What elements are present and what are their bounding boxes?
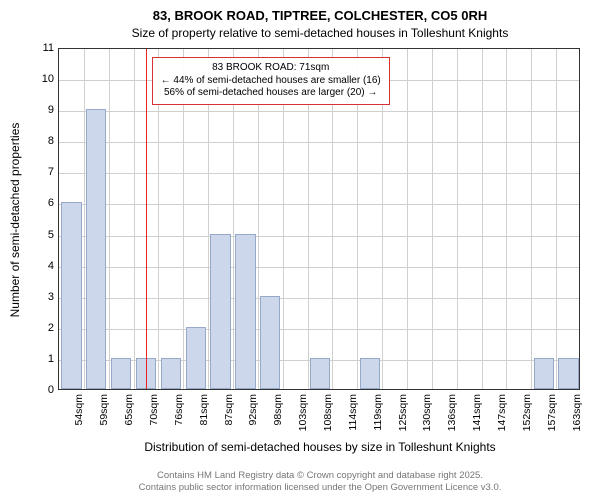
grid-v	[432, 49, 433, 389]
bar	[111, 358, 131, 389]
bar	[260, 296, 280, 389]
x-tick-label: 130sqm	[421, 394, 433, 431]
x-tick-label: 157sqm	[546, 394, 558, 431]
grid-h	[59, 204, 579, 205]
x-tick-label: 136sqm	[446, 394, 458, 431]
y-tick-label: 8	[24, 135, 54, 147]
y-tick-label: 10	[24, 73, 54, 85]
y-tick-label: 3	[24, 291, 54, 303]
y-tick-label: 4	[24, 260, 54, 272]
x-tick-label: 81sqm	[198, 394, 210, 426]
x-tick-label: 125sqm	[397, 394, 409, 431]
y-tick-label: 2	[24, 322, 54, 334]
x-tick-label: 87sqm	[223, 394, 235, 426]
grid-v	[506, 49, 507, 389]
grid-v	[457, 49, 458, 389]
x-tick-label: 98sqm	[272, 394, 284, 426]
attribution-text: Contains HM Land Registry data © Crown c…	[50, 470, 590, 494]
x-tick-label: 152sqm	[521, 394, 533, 431]
grid-h	[59, 298, 579, 299]
bar	[161, 358, 181, 389]
y-tick-label: 5	[24, 229, 54, 241]
bar	[360, 358, 380, 389]
x-tick-label: 114sqm	[347, 394, 359, 431]
annotation-line: ← 44% of semi-detached houses are smalle…	[161, 75, 381, 88]
grid-v	[482, 49, 483, 389]
grid-h	[59, 173, 579, 174]
bar	[534, 358, 554, 389]
plot-area: 83 BROOK ROAD: 71sqm← 44% of semi-detach…	[58, 48, 580, 390]
grid-h	[59, 142, 579, 143]
bar	[186, 327, 206, 389]
attribution-line1: Contains HM Land Registry data © Crown c…	[50, 470, 590, 482]
chart-container: 83, BROOK ROAD, TIPTREE, COLCHESTER, CO5…	[0, 0, 600, 500]
annotation-box: 83 BROOK ROAD: 71sqm← 44% of semi-detach…	[152, 57, 390, 105]
annotation-line: 56% of semi-detached houses are larger (…	[161, 87, 381, 100]
annotation-line: 83 BROOK ROAD: 71sqm	[161, 62, 381, 75]
bar	[86, 109, 106, 389]
grid-v	[531, 49, 532, 389]
attribution-line2: Contains public sector information licen…	[50, 482, 590, 494]
x-tick-label: 108sqm	[322, 394, 334, 431]
grid-v	[407, 49, 408, 389]
x-tick-label: 92sqm	[247, 394, 259, 426]
chart-title-sub: Size of property relative to semi-detach…	[50, 26, 590, 40]
x-tick-label: 59sqm	[98, 394, 110, 426]
bar	[210, 234, 230, 389]
y-tick-label: 0	[24, 384, 54, 396]
grid-h	[59, 329, 579, 330]
y-tick-label: 11	[24, 42, 54, 54]
y-tick-label: 9	[24, 104, 54, 116]
grid-h	[59, 236, 579, 237]
x-tick-label: 147sqm	[496, 394, 508, 431]
x-tick-label: 141sqm	[471, 394, 483, 431]
x-tick-label: 54sqm	[73, 394, 85, 426]
y-tick-label: 1	[24, 353, 54, 365]
bar	[558, 358, 578, 389]
grid-v	[109, 49, 110, 389]
bar	[235, 234, 255, 389]
y-tick-label: 6	[24, 197, 54, 209]
grid-h	[59, 267, 579, 268]
x-axis-label: Distribution of semi-detached houses by …	[50, 440, 590, 454]
y-tick-label: 7	[24, 166, 54, 178]
x-tick-label: 70sqm	[148, 394, 160, 426]
reference-line	[146, 49, 147, 389]
grid-v	[556, 49, 557, 389]
chart-title-main: 83, BROOK ROAD, TIPTREE, COLCHESTER, CO5…	[50, 8, 590, 23]
x-tick-label: 103sqm	[297, 394, 309, 431]
x-tick-label: 65sqm	[123, 394, 135, 426]
bar	[310, 358, 330, 389]
y-axis-label: Number of semi-detached properties	[8, 123, 22, 318]
x-tick-label: 163sqm	[571, 394, 583, 431]
grid-v	[84, 49, 85, 389]
x-tick-label: 76sqm	[173, 394, 185, 426]
bar	[61, 202, 81, 389]
x-tick-label: 119sqm	[372, 394, 384, 431]
grid-v	[134, 49, 135, 389]
grid-h	[59, 111, 579, 112]
